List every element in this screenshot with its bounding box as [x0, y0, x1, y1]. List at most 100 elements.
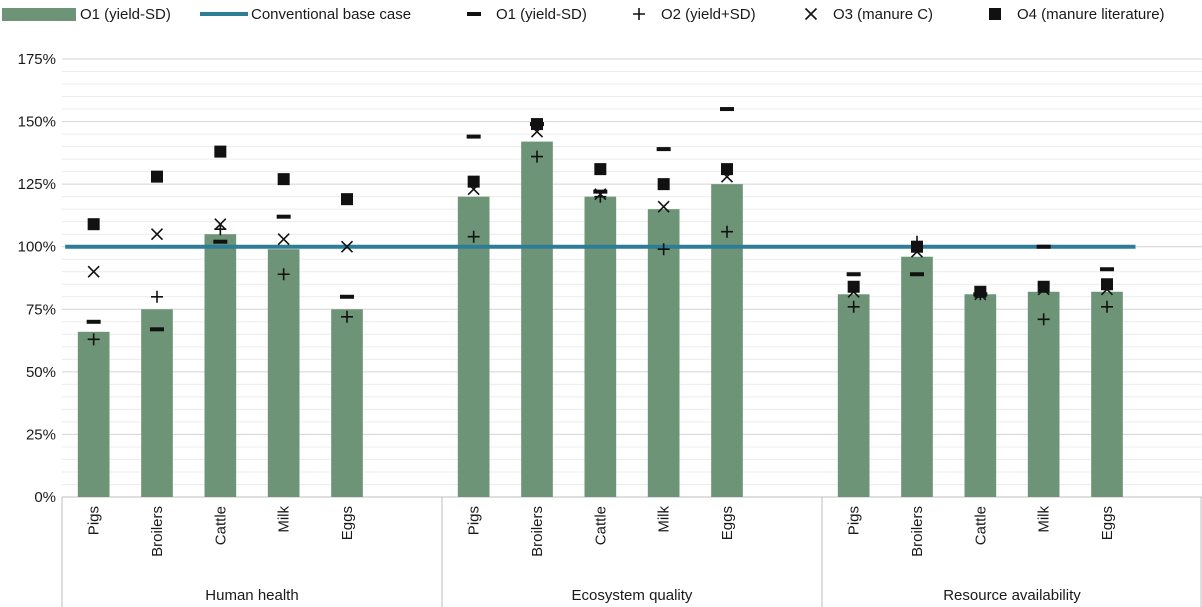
dash-marker [1100, 267, 1114, 272]
square-marker [1037, 280, 1050, 293]
cross-marker [214, 218, 227, 231]
dash-marker [86, 319, 101, 324]
y-tick-label: 100% [18, 239, 56, 256]
cross-marker [340, 240, 354, 253]
cross-marker [804, 7, 818, 21]
square-marker [974, 285, 987, 298]
category-label: Cattle [212, 506, 229, 545]
bar [647, 209, 680, 497]
y-tick-label: 175% [18, 51, 56, 68]
cross-marker [87, 265, 100, 278]
bar [204, 234, 237, 497]
category-label: Eggs [339, 506, 356, 540]
plus-marker [151, 290, 163, 303]
bar [77, 331, 110, 497]
square-marker [467, 175, 480, 188]
plus-marker [467, 230, 480, 243]
plus-marker [1101, 300, 1113, 313]
plus-marker [847, 300, 860, 313]
square-marker [1101, 278, 1113, 291]
y-tick-label: 125% [18, 176, 56, 193]
cross-marker [277, 233, 290, 246]
x-axis: Human health Pigs Broilers Cattle Milk Eggs Ec… [61, 497, 1202, 607]
plus-marker [657, 243, 670, 256]
square-marker [847, 280, 860, 293]
grid-lines [62, 58, 1202, 498]
bar [584, 196, 617, 497]
y-tick-label: 150% [18, 114, 56, 131]
plus-marker [1037, 313, 1050, 326]
cross-marker [657, 200, 670, 213]
bar [141, 309, 173, 497]
category-label: Milk [1036, 506, 1053, 533]
category-label: Pigs [466, 506, 483, 535]
dash-marker [276, 214, 291, 219]
plus-marker [594, 190, 607, 203]
plus-marker [721, 225, 733, 238]
bar [1091, 291, 1123, 497]
dash-marker [910, 272, 924, 277]
legend: O1 (yield-SD) Conventional base case O1 (y… [2, 6, 1165, 23]
y-tick-label: 0% [34, 489, 56, 506]
category-label: Pigs [86, 506, 103, 535]
dash-marker [467, 12, 481, 16]
plus-marker [531, 150, 543, 163]
scenario-markers [86, 107, 1114, 346]
dash-marker [1036, 244, 1051, 249]
square-marker [989, 8, 1001, 20]
plus-marker [633, 8, 645, 20]
square-marker [341, 193, 353, 206]
square-marker [151, 170, 163, 183]
y-tick-label: 25% [26, 426, 56, 443]
legend-label: O4 (manure literature) [1017, 6, 1165, 23]
cross-marker [150, 228, 164, 241]
dash-marker [466, 134, 481, 139]
category-label: Broilers [149, 506, 166, 557]
dash-marker [720, 107, 734, 112]
square-marker [721, 163, 733, 176]
y-tick-label: 75% [26, 301, 56, 318]
dash-marker [150, 327, 164, 332]
bar [901, 256, 933, 497]
bar [331, 309, 363, 497]
square-marker [911, 240, 923, 253]
category-label: Pigs [846, 506, 863, 535]
square-marker [531, 118, 543, 131]
bars [77, 141, 1123, 497]
category-label: Cattle [972, 506, 989, 545]
category-label: Eggs [1099, 506, 1116, 540]
plus-marker [277, 268, 290, 281]
legend-item: O2 (yield+SD) [633, 6, 756, 23]
legend-swatch-bar [2, 8, 76, 21]
category-label: Broilers [909, 506, 926, 557]
group-label: Human health [205, 587, 298, 604]
legend-item: O3 (manure C) [804, 6, 933, 23]
bar [964, 294, 997, 497]
bar [837, 294, 870, 497]
dash-marker [213, 239, 228, 244]
legend-label: O1 (yield-SD) [496, 6, 587, 23]
square-marker [87, 218, 100, 231]
legend-label: O2 (yield+SD) [661, 6, 756, 23]
dash-marker [340, 294, 354, 299]
legend-label: O3 (manure C) [833, 6, 933, 23]
y-axis: 0% 25% 50% 75% 100% 125% 150% 175% [18, 51, 56, 506]
dash-marker [656, 147, 671, 152]
category-label: Eggs [719, 506, 736, 540]
legend-item: O4 (manure literature) [989, 6, 1165, 23]
legend-label: Conventional base case [251, 6, 411, 23]
legend-item: Conventional base case [200, 6, 411, 23]
category-label: Cattle [592, 506, 609, 545]
cross-marker [594, 188, 607, 201]
legend-item: O1 (yield-SD) [2, 6, 171, 23]
legend-label: O1 (yield-SD) [80, 6, 171, 23]
plus-marker [87, 333, 100, 346]
square-marker [657, 178, 670, 191]
group-label: Ecosystem quality [572, 587, 693, 604]
legend-item: O1 (yield-SD) [467, 6, 587, 23]
square-marker [214, 145, 227, 158]
square-marker [594, 163, 607, 176]
category-label: Broilers [529, 506, 546, 557]
bar [267, 249, 300, 497]
